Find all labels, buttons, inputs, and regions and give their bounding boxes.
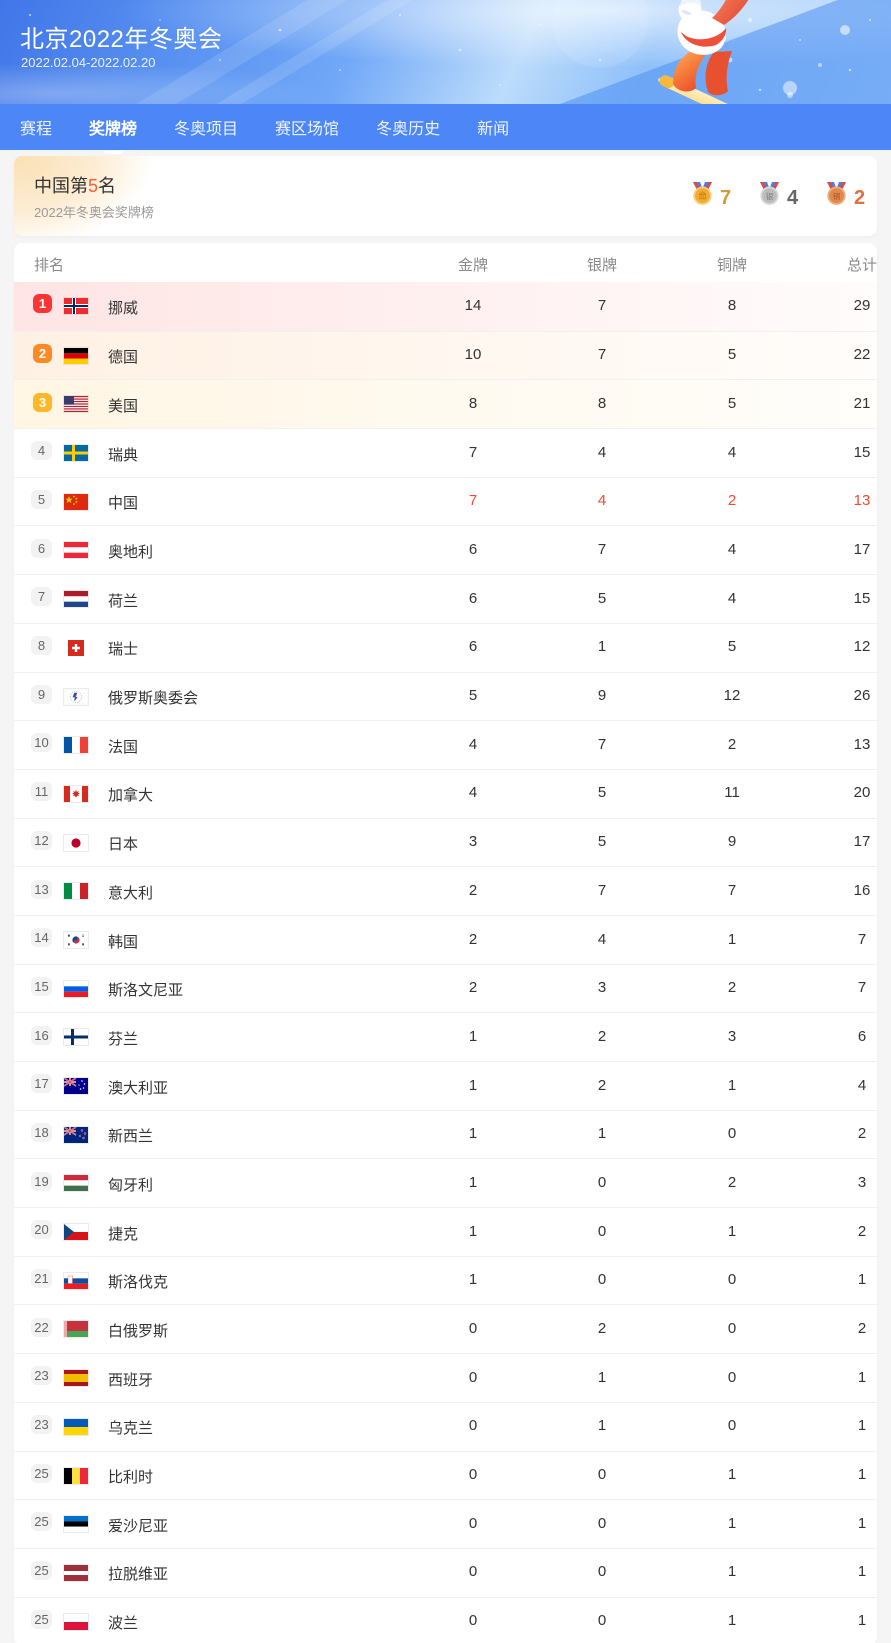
svg-text:银: 银 bbox=[766, 192, 774, 201]
svg-text:铜: 铜 bbox=[833, 191, 841, 201]
